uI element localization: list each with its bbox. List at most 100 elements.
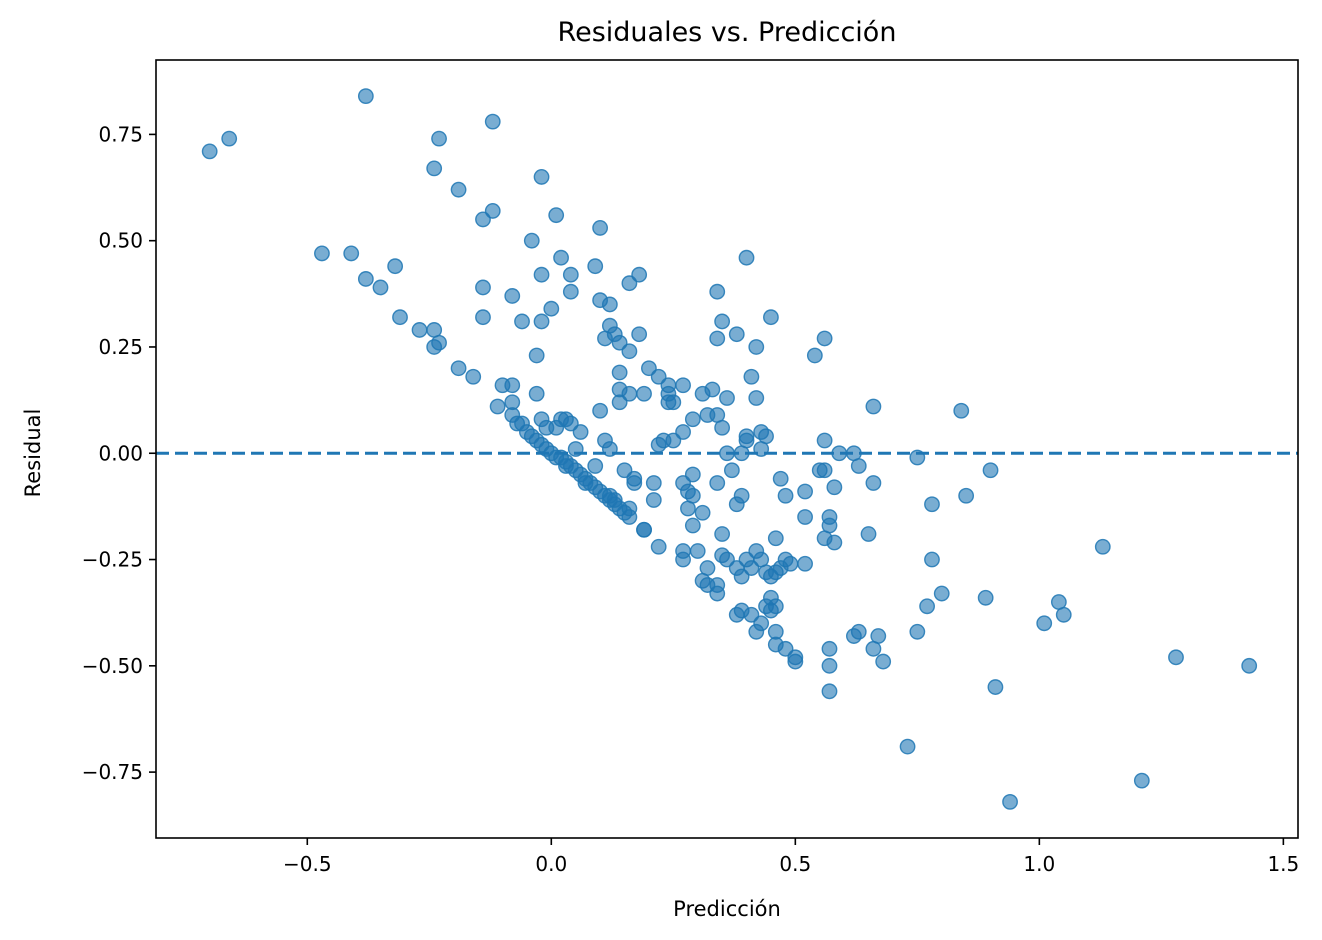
- scatter-point: [562, 266, 579, 283]
- y-tick-label: −0.25: [82, 548, 143, 572]
- scatter-point: [475, 279, 491, 296]
- scatter-point: [816, 432, 833, 449]
- scatter-point: [821, 657, 838, 674]
- scatter-point: [709, 475, 726, 491]
- scatter-point: [767, 530, 784, 547]
- scatter-point: [665, 394, 682, 411]
- scatter-point: [411, 322, 428, 338]
- scatter-point: [621, 343, 638, 360]
- scatter-point: [504, 377, 521, 394]
- scatter-point: [806, 347, 823, 364]
- scatter-point: [621, 509, 638, 525]
- scatter-point: [821, 517, 838, 534]
- scatter-point: [958, 487, 975, 504]
- scatter-point: [875, 653, 892, 670]
- scatter-point: [680, 500, 696, 517]
- scatter-point: [899, 738, 916, 755]
- scatter-point: [611, 364, 628, 381]
- scatter-point: [694, 504, 711, 521]
- y-axis-label: Residual: [21, 409, 45, 498]
- y-tick-label: 0.75: [98, 122, 143, 146]
- y-tick-label: −0.50: [82, 654, 143, 678]
- scatter-point: [553, 249, 569, 266]
- scatter-point: [987, 679, 1004, 695]
- scatter-point: [577, 475, 594, 491]
- scatter-point: [538, 419, 555, 436]
- chart-title: Residuales vs. Predicción: [558, 17, 897, 48]
- x-tick-label: 0.5: [779, 852, 811, 876]
- scatter-point: [797, 509, 813, 525]
- scatter-point: [738, 432, 755, 449]
- scatter-point: [636, 521, 652, 538]
- x-axis-label: Predicción: [673, 897, 781, 921]
- scatter-point: [753, 441, 770, 457]
- scatter-point: [601, 441, 618, 457]
- x-tick-label: −0.5: [283, 852, 332, 876]
- scatter-point: [655, 432, 672, 449]
- scatter-point: [865, 398, 882, 415]
- scatter-point: [636, 385, 652, 402]
- scatter-point: [684, 411, 701, 428]
- scatter-point: [465, 368, 482, 385]
- scatter-point: [201, 143, 218, 160]
- scatter-point: [924, 496, 940, 513]
- scatter-point: [372, 279, 389, 296]
- x-tick-label: 0.0: [535, 852, 567, 876]
- scatter-point: [850, 623, 867, 640]
- scatter-point: [743, 368, 760, 385]
- scatter-point: [982, 462, 999, 479]
- scatter-point: [850, 458, 867, 474]
- scatter-point: [723, 462, 740, 479]
- scatter-point: [650, 538, 667, 555]
- scatter-point: [728, 326, 745, 343]
- scatter-point: [567, 441, 584, 457]
- scatter-point: [675, 377, 691, 394]
- scatter-point: [450, 181, 467, 198]
- scatter-point: [587, 258, 604, 275]
- scatter-point: [631, 266, 648, 283]
- scatter-point: [787, 653, 804, 670]
- scatter-point: [709, 330, 726, 347]
- scatter-point: [431, 334, 447, 351]
- scatter-point: [533, 169, 550, 185]
- scatter-point: [528, 347, 545, 364]
- x-tick-label: 1.0: [1023, 852, 1055, 876]
- scatter-points: [201, 88, 1258, 810]
- scatter-point: [1036, 615, 1053, 632]
- scatter-point: [714, 419, 731, 436]
- scatter-point: [523, 232, 540, 249]
- scatter-point: [865, 475, 882, 491]
- scatter-point: [684, 517, 701, 534]
- scatter-point: [426, 160, 443, 177]
- scatter-point: [221, 130, 238, 147]
- scatter-point: [821, 640, 838, 657]
- scatter-point: [1168, 649, 1184, 666]
- scatter-point: [704, 381, 721, 398]
- scatter-point: [450, 360, 467, 377]
- y-tick-label: 0.25: [98, 335, 143, 359]
- y-tick-label: 0.50: [98, 229, 143, 253]
- scatter-point: [767, 598, 784, 615]
- scatter-point: [777, 487, 794, 504]
- scatter-point: [548, 207, 565, 224]
- scatter-point: [797, 555, 813, 572]
- scatter-point: [748, 339, 765, 355]
- plot-frame: [155, 59, 1299, 839]
- scatter-point: [826, 479, 843, 496]
- scatter-point: [314, 245, 330, 262]
- y-tick-label: 0.00: [98, 441, 143, 465]
- scatter-point: [431, 130, 447, 147]
- scatter-point: [606, 492, 623, 508]
- scatter-point: [933, 585, 950, 602]
- scatter-point: [528, 385, 545, 402]
- scatter-point: [909, 449, 926, 466]
- scatter-point: [772, 470, 789, 487]
- scatter-point: [562, 283, 579, 300]
- scatter-point: [709, 283, 726, 300]
- scatter-point: [475, 309, 491, 326]
- scatter-point: [489, 398, 506, 415]
- scatter-point: [811, 462, 828, 479]
- scatter-point: [870, 628, 887, 644]
- scatter-point: [357, 88, 374, 105]
